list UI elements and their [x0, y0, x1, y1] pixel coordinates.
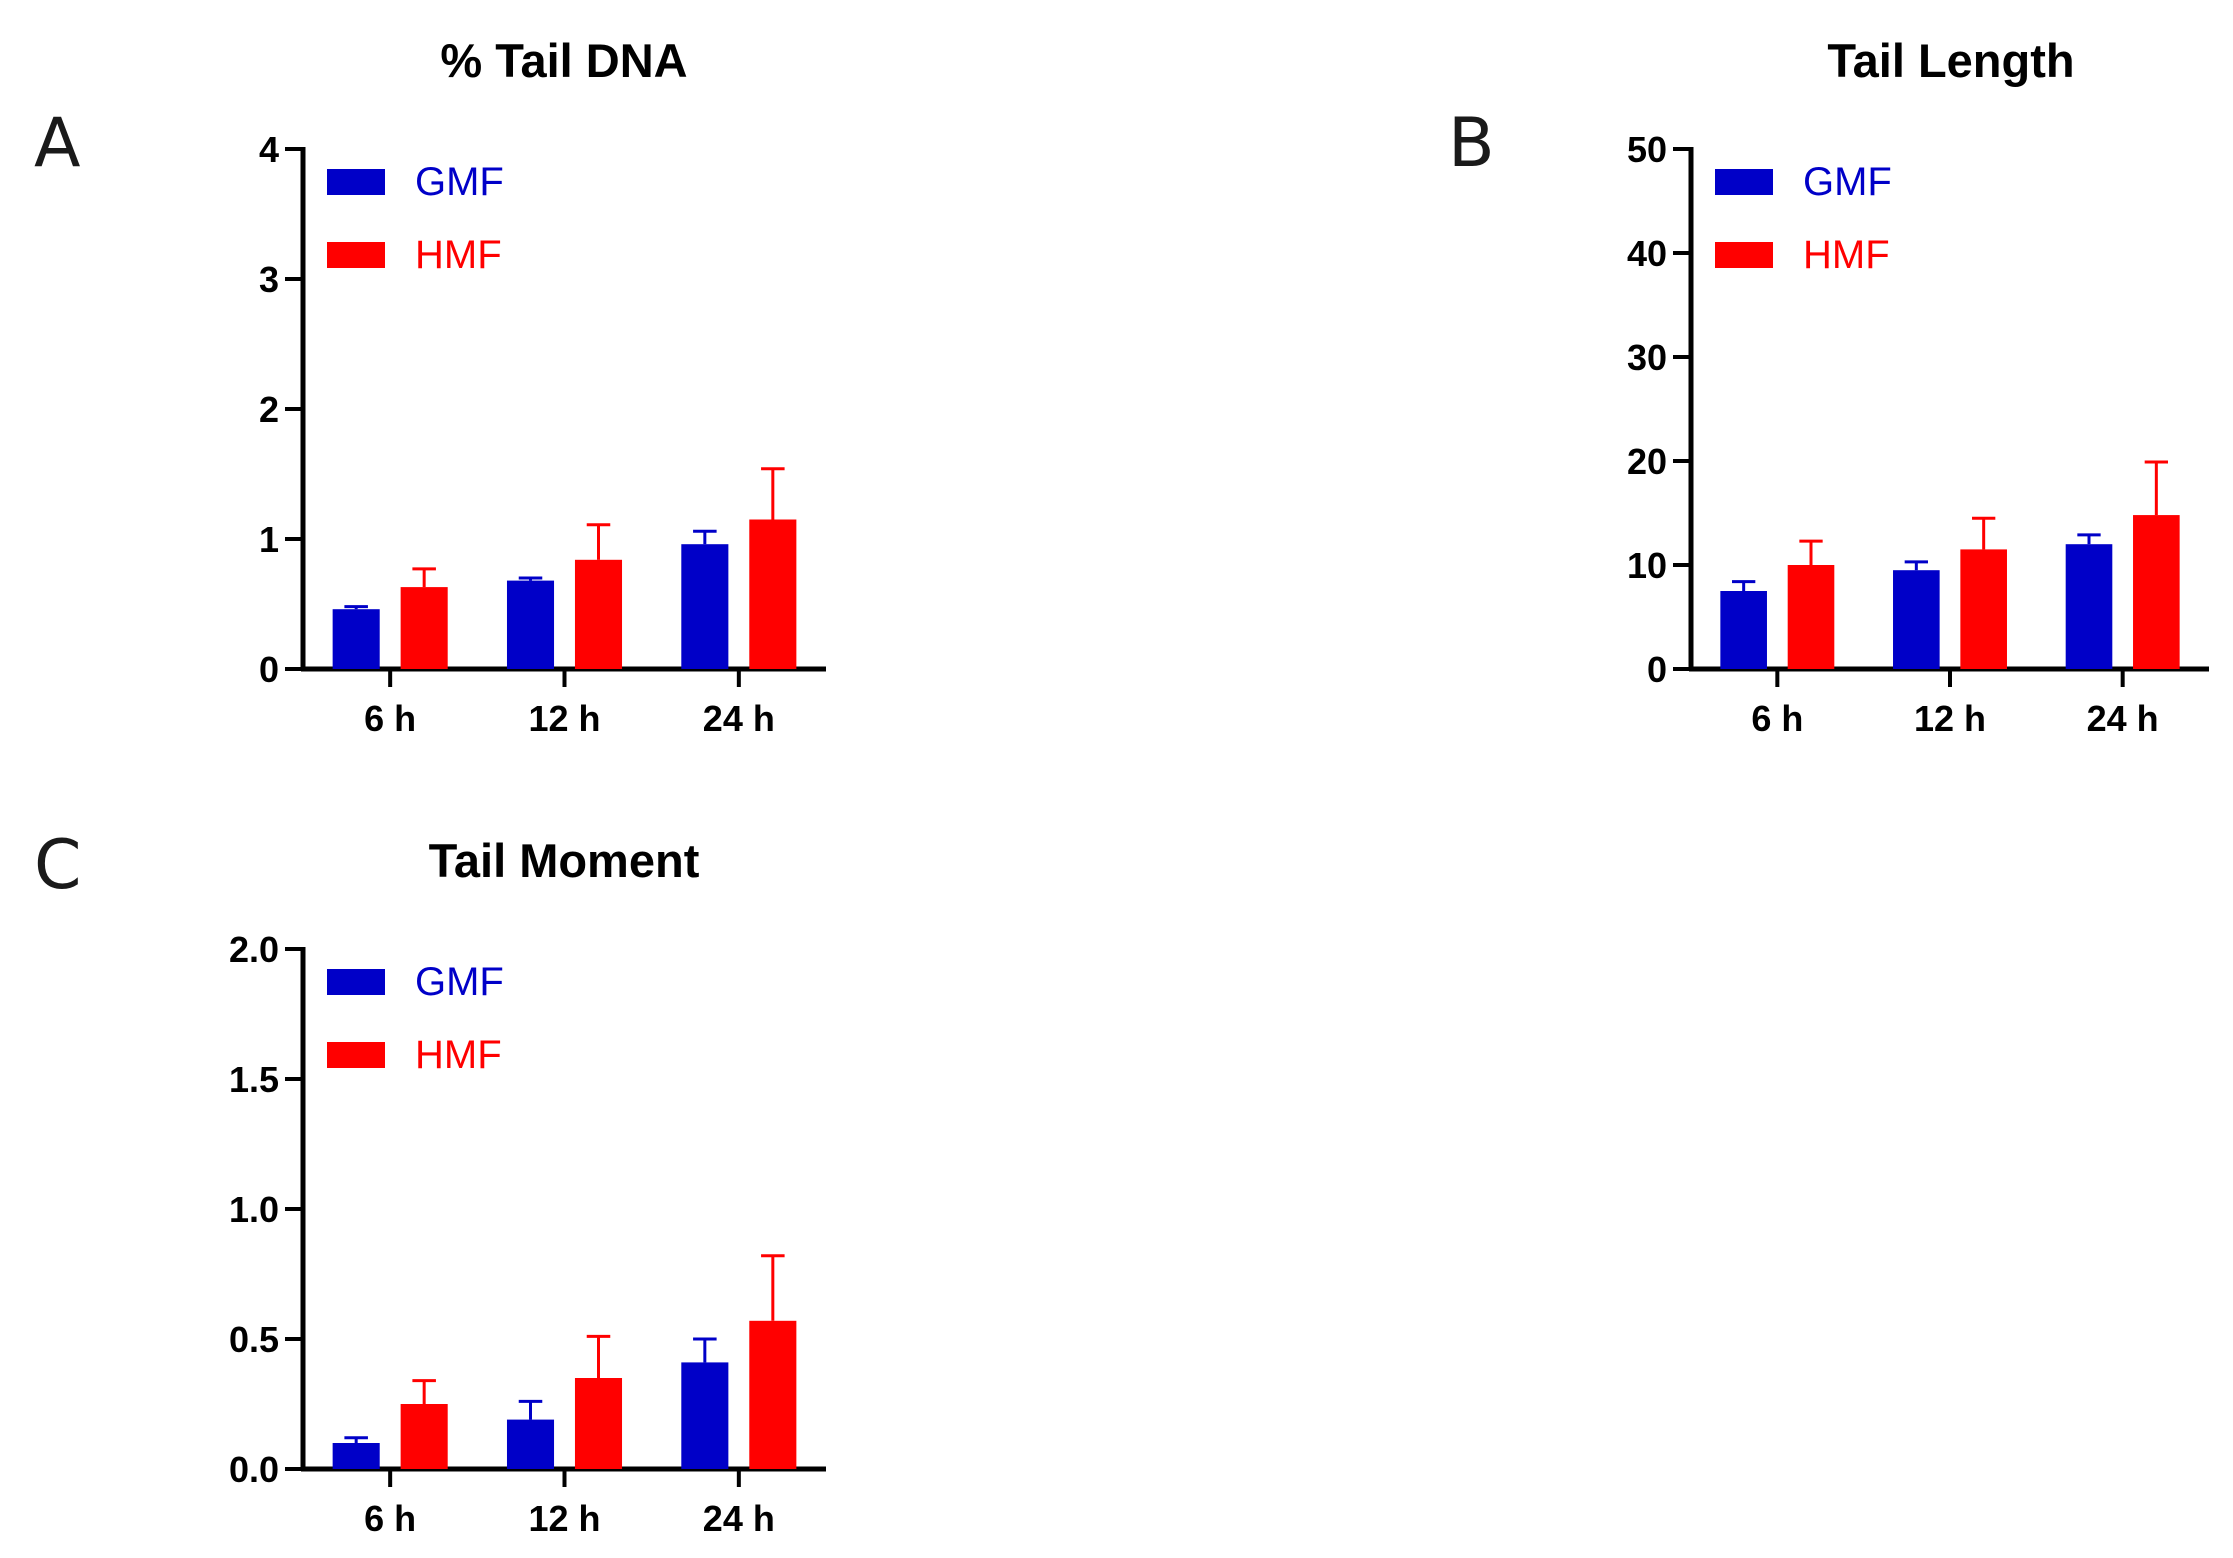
x-tick-label: 24 h [703, 1498, 775, 1539]
legend-swatch-hmf [327, 242, 385, 268]
chart-title: Tail Length [1827, 34, 2074, 87]
bar-hmf [1787, 565, 1835, 669]
legend-swatch-gmf [327, 969, 385, 995]
legend-label-gmf: GMF [415, 960, 504, 1004]
bar-gmf [332, 1443, 380, 1469]
bar-gmf [332, 609, 380, 669]
legend-label-gmf: GMF [415, 160, 504, 204]
y-tick-label: 0.0 [229, 1449, 279, 1490]
legend-label-hmf: HMF [415, 233, 502, 277]
chart-panel-b: B Tail Length 0 10 20 30 40 50 6 h 12 h 24 h GMF HMF [1448, 34, 2209, 739]
y-tick-label: 30 [1627, 337, 1667, 378]
y-tick-label: 0 [259, 649, 279, 690]
chart-title: % Tail DNA [440, 34, 687, 87]
y-tick-label: 1.0 [229, 1189, 279, 1230]
panel-label: B [1448, 104, 1495, 183]
bar-gmf [1720, 591, 1767, 669]
x-tick-label: 12 h [1914, 698, 1986, 739]
legend-swatch-hmf [327, 1042, 385, 1068]
bar-gmf [2065, 544, 2113, 669]
legend-label-hmf: HMF [1803, 233, 1890, 277]
legend-label-hmf: HMF [415, 1033, 502, 1077]
bar-hmf [2133, 515, 2180, 669]
y-tick-label: 3 [259, 259, 279, 300]
bar-hmf [400, 587, 448, 669]
bar-hmf [400, 1404, 448, 1469]
bar-hmf [749, 519, 797, 669]
y-tick-label: 4 [259, 129, 279, 170]
bar-hmf [574, 1378, 623, 1469]
x-tick-label: 12 h [528, 1498, 600, 1539]
chart-panel-a: A % Tail DNA 0 1 2 3 4 6 h 12 h 24 h GMF HMF [34, 34, 826, 739]
y-tick-label: 0 [1647, 649, 1667, 690]
x-tick-label: 12 h [528, 698, 600, 739]
y-tick-label: 2 [259, 389, 279, 430]
y-tick-label: 2.0 [229, 929, 279, 970]
bar-gmf [681, 1362, 729, 1469]
legend-label-gmf: GMF [1803, 160, 1892, 204]
y-tick-label: 10 [1627, 545, 1667, 586]
bar-gmf [506, 1419, 555, 1469]
chart-panel-c: C Tail Moment 0.0 0.5 1.0 1.5 2.0 6 h 12 h 24 h GM… [34, 826, 826, 1539]
x-tick-label: 24 h [2087, 698, 2159, 739]
bar-hmf [749, 1320, 797, 1469]
x-tick-label: 24 h [703, 698, 775, 739]
bar-gmf [681, 544, 729, 669]
x-tick-label: 6 h [1751, 698, 1803, 739]
bar-hmf [1960, 549, 2007, 669]
legend-swatch-gmf [1715, 169, 1773, 195]
legend-swatch-hmf [1715, 242, 1773, 268]
x-tick-label: 6 h [364, 1498, 416, 1539]
y-tick-label: 1 [259, 519, 279, 560]
legend-swatch-gmf [327, 169, 385, 195]
chart-title: Tail Moment [429, 834, 700, 887]
y-tick-label: 1.5 [229, 1059, 279, 1100]
panel-label: C [34, 826, 81, 905]
bar-gmf [1893, 570, 1940, 669]
y-tick-label: 20 [1627, 441, 1667, 482]
panel-label: A [34, 104, 81, 183]
y-tick-label: 50 [1627, 129, 1667, 170]
bar-hmf [574, 559, 623, 669]
bar-gmf [506, 580, 555, 669]
x-tick-label: 6 h [364, 698, 416, 739]
y-tick-label: 40 [1627, 233, 1667, 274]
y-tick-label: 0.5 [229, 1319, 279, 1360]
